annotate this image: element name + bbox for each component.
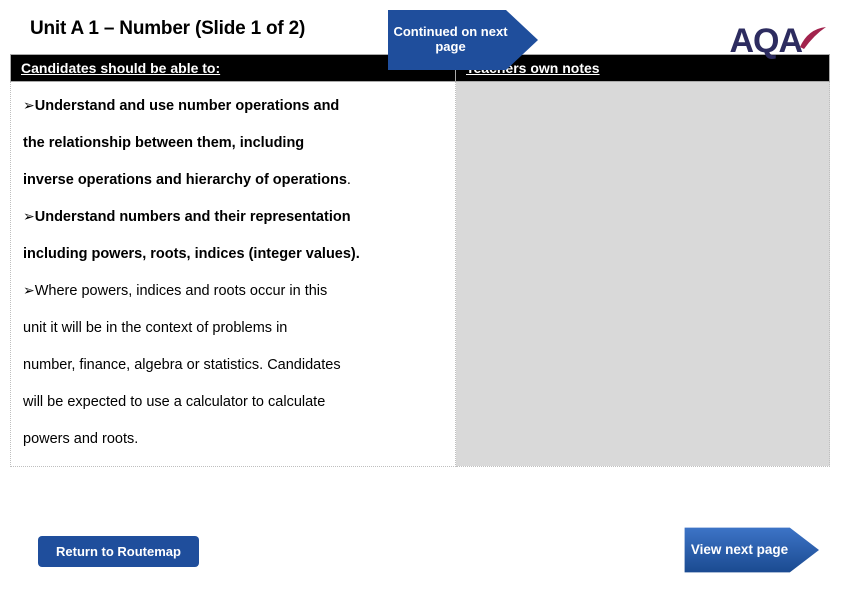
content-line: Where powers, indices and roots occur in… [23,273,445,310]
content-line: Understand and use number operations and [23,88,445,125]
content-line: inverse operations and hierarchy of oper… [23,162,445,199]
swoosh-icon [798,23,828,51]
continued-banner: Continued on next page [388,10,538,70]
candidates-cell: Understand and use number operations and… [11,82,456,467]
content-line: including powers, roots, indices (intege… [23,236,445,273]
content-table: Candidates should be able to: Teachers o… [10,54,830,467]
content-line: the relationship between them, including [23,125,445,162]
content-line: number, finance, algebra or statistics. … [23,347,445,384]
content-line: powers and roots. [23,421,445,458]
content-line: Understand numbers and their representat… [23,199,445,236]
teachers-notes-cell [456,82,830,467]
return-routemap-button[interactable]: Return to Routemap [38,536,199,567]
view-next-label: View next page [682,525,797,575]
logo-text: AQA [729,22,802,61]
continued-label: Continued on next page [388,10,513,70]
header: Unit A 1 – Number (Slide 1 of 2) Continu… [0,0,842,54]
page-title: Unit A 1 – Number (Slide 1 of 2) [30,18,305,40]
content-body: Understand and use number operations and… [11,82,455,466]
content-line: will be expected to use a calculator to … [23,384,445,421]
aqa-logo: AQA [729,22,828,61]
content-line: unit it will be in the context of proble… [23,310,445,347]
view-next-button[interactable]: View next page [682,525,822,575]
footer: Return to Routemap View next page [0,517,842,595]
